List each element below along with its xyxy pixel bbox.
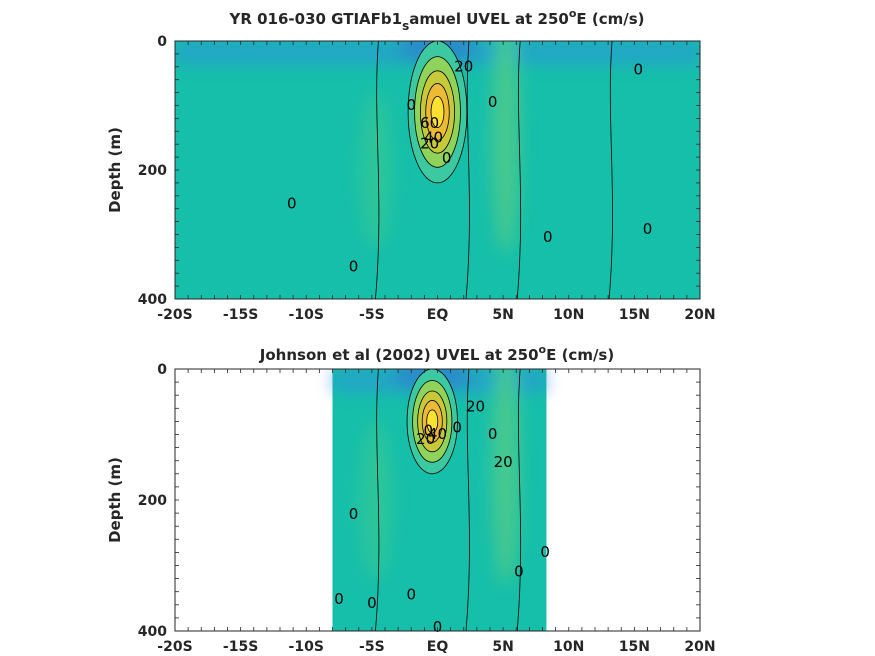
contour-label: 60 (420, 114, 439, 132)
y-tick-label: 200 (138, 163, 167, 179)
contour-label: 0 (367, 594, 377, 612)
panel-1-ylabel: Depth (m) (106, 127, 124, 213)
contour-label: 0 (634, 61, 644, 79)
contour-label: 0 (287, 195, 297, 213)
x-tick-label: EQ (427, 639, 449, 655)
x-tick-label: 20N (684, 639, 715, 655)
contour-label: 20 (420, 135, 439, 153)
panel-1-title: YR 016-030 GTIAFb1samuel UVEL at 250oE (… (228, 7, 644, 33)
panel-2-title: Johnson et al (2002) UVEL at 250oE (cm/s… (259, 343, 614, 364)
jet-core (406, 369, 458, 475)
y-tick-label: 0 (157, 34, 167, 50)
x-tick-label: 5N (492, 307, 513, 323)
contour-label: 0 (488, 93, 498, 111)
contour-label: 0 (540, 543, 550, 561)
contour-label: 0 (514, 563, 524, 581)
x-tick-label: -20S (157, 639, 192, 655)
zero-contour (375, 369, 380, 631)
x-tick-label: 5N (492, 639, 513, 655)
jet-core (407, 41, 468, 184)
x-tick-label: -5S (359, 307, 385, 323)
x-tick-label: EQ (427, 307, 449, 323)
contour-label: 20 (416, 430, 435, 448)
y-tick-label: 200 (138, 493, 167, 509)
panel-2: Johnson et al (2002) UVEL at 250oE (cm/s… (106, 343, 716, 655)
contour-label: 0 (406, 585, 416, 603)
contour-label: 0 (452, 418, 462, 436)
contour-label: 0 (349, 257, 359, 275)
zero-contour (608, 41, 613, 299)
zero-contour (465, 369, 470, 631)
y-tick-label: 0 (157, 362, 167, 378)
x-tick-label: 15N (619, 307, 650, 323)
panel-1: YR 016-030 GTIAFb1samuel UVEL at 250oE (… (106, 7, 716, 323)
x-tick-label: -10S (289, 639, 324, 655)
contour-label: 20 (466, 397, 485, 415)
zero-contour (516, 41, 522, 299)
contour-label: 0 (349, 505, 359, 523)
contour-label: 0 (334, 590, 344, 608)
contour-label: 0 (488, 425, 498, 443)
contour-label: 20 (454, 57, 473, 75)
zero-contour (516, 369, 522, 631)
contour-label: 40 (428, 425, 447, 443)
x-tick-label: -15S (223, 307, 258, 323)
x-tick-label: -15S (223, 639, 258, 655)
x-tick-label: -10S (289, 307, 324, 323)
contour-label: 0 (442, 149, 452, 167)
panel-2-ylabel: Depth (m) (106, 457, 124, 543)
y-tick-label: 400 (138, 292, 167, 308)
contour-label: 0 (543, 228, 553, 246)
zero-contour (375, 41, 380, 299)
x-tick-label: 10N (553, 639, 584, 655)
contour-label: 40 (424, 128, 443, 146)
contour-label: 0 (406, 96, 416, 114)
x-tick-label: 10N (553, 307, 584, 323)
x-tick-label: -20S (157, 307, 192, 323)
contour-label: 0 (424, 422, 434, 440)
contour-label: 0 (643, 220, 653, 238)
zero-contour (465, 41, 470, 299)
x-tick-label: 20N (684, 307, 715, 323)
x-tick-label: -5S (359, 639, 385, 655)
x-tick-label: 15N (619, 639, 650, 655)
y-tick-label: 400 (138, 624, 167, 640)
contour-label: 20 (494, 453, 513, 471)
